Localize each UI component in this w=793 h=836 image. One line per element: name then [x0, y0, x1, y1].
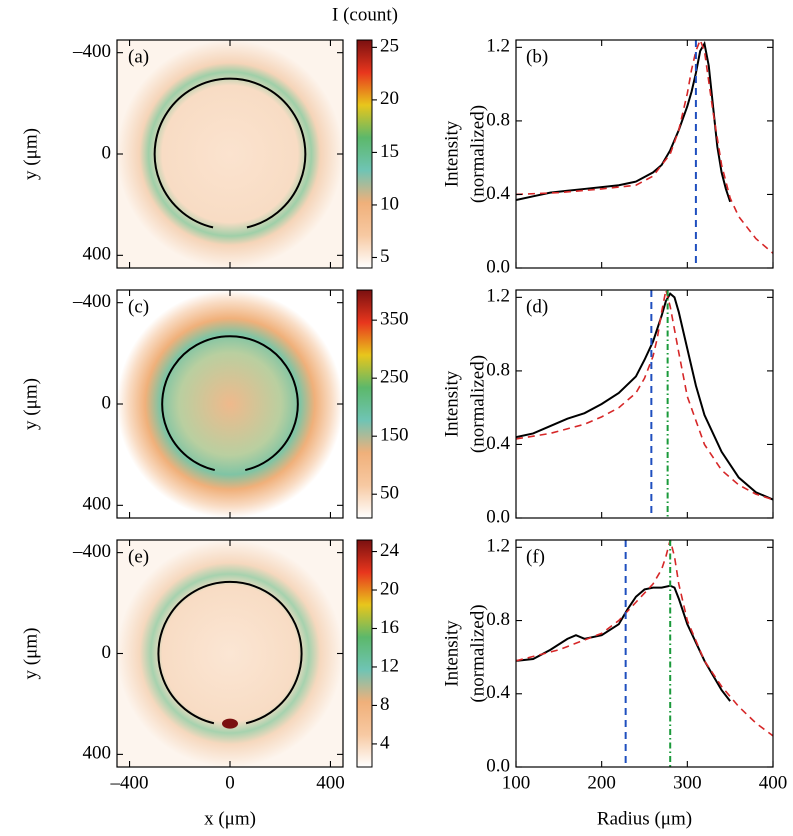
- y-tick-label: 0.4: [486, 183, 510, 204]
- colorbar: [356, 289, 373, 519]
- ring-fit: [157, 580, 303, 725]
- y-tick-label: 0.8: [486, 609, 510, 630]
- heatmap-image: [117, 40, 343, 268]
- colorbar: [356, 539, 373, 768]
- y-tick-label: 0.4: [486, 433, 510, 454]
- x-tick-label: 400: [316, 772, 345, 793]
- data-line: [516, 40, 732, 203]
- colorbar-tick-label: 250: [380, 367, 409, 388]
- colorbar-tick-label: 16: [380, 617, 399, 638]
- colorbar-tick-label: 8: [380, 694, 390, 715]
- plot-frame: [515, 39, 774, 269]
- plot-frame: [515, 289, 774, 519]
- heatmap-image: [117, 540, 343, 767]
- y-tick-label: 1.2: [486, 286, 510, 307]
- panel-label: (a): [128, 46, 149, 67]
- y-tick-label: 0: [102, 642, 112, 663]
- y-axis-label: y (μm): [20, 628, 41, 680]
- colorbar: [356, 39, 373, 269]
- y-tick-label: 1.2: [486, 536, 510, 557]
- y-tick-label: 0.0: [486, 256, 510, 277]
- y-tick-label: 400: [83, 494, 112, 515]
- data-line: [516, 40, 773, 254]
- x-axis-label: x (μm): [204, 808, 256, 829]
- x-tick-label: 300: [673, 772, 702, 793]
- y-tick-label: 0.8: [486, 109, 510, 130]
- y-tick-label: 0.8: [486, 359, 510, 380]
- y-tick-label: –400: [72, 541, 111, 562]
- colorbar-tick-label: 150: [380, 425, 409, 446]
- y-tick-label: 0: [102, 392, 112, 413]
- heatmap-image: [117, 290, 343, 518]
- colorbar-tick-label: 20: [380, 578, 399, 599]
- data-line: [516, 292, 773, 501]
- y-tick-label: 0: [102, 142, 112, 163]
- y-tick-label: 1.2: [486, 36, 510, 57]
- panel-label: (b): [526, 46, 548, 67]
- x-tick-label: 0: [225, 772, 235, 793]
- hot-spot: [222, 718, 238, 729]
- y-axis-label: (normalized): [467, 105, 488, 203]
- y-tick-label: –400: [72, 291, 111, 312]
- x-tick-label: –400: [110, 772, 149, 793]
- x-tick-label: 200: [587, 772, 616, 793]
- data-line: [516, 584, 731, 702]
- colorbar-label: I (count): [332, 4, 398, 25]
- y-axis-label: Intensity: [441, 120, 462, 187]
- colorbar-tick-label: 25: [380, 36, 399, 57]
- y-tick-label: –400: [72, 41, 111, 62]
- panel-label: (f): [526, 546, 545, 567]
- y-tick-label: 400: [83, 743, 112, 764]
- colorbar-tick-label: 4: [380, 732, 390, 753]
- colorbar-tick-label: 15: [380, 141, 399, 162]
- plot-frame: [515, 539, 774, 768]
- colorbar-tick-label: 50: [380, 483, 399, 504]
- colorbar-tick-label: 10: [380, 193, 399, 214]
- y-tick-label: 0.4: [486, 682, 510, 703]
- panel-label: (c): [128, 296, 149, 317]
- y-axis-label: Intensity: [441, 370, 462, 437]
- colorbar-tick-label: 350: [380, 309, 409, 330]
- ring-fit: [153, 77, 307, 229]
- x-axis-label: Radius (μm): [597, 808, 692, 829]
- colorbar-tick-label: 5: [380, 246, 390, 267]
- y-axis-label: y (μm): [20, 128, 41, 180]
- colorbar-tick-label: 12: [380, 655, 399, 676]
- y-axis-label: Intensity: [441, 620, 462, 687]
- y-axis-label: (normalized): [467, 355, 488, 453]
- y-tick-label: 0.0: [486, 506, 510, 527]
- colorbar-tick-label: 20: [380, 88, 399, 109]
- panel-label: (d): [526, 296, 548, 317]
- ring-fit: [161, 335, 299, 472]
- y-tick-label: 400: [83, 244, 112, 265]
- data-line: [516, 290, 773, 501]
- panel-label: (e): [128, 546, 149, 567]
- y-axis-label: y (μm): [20, 378, 41, 430]
- colorbar-tick-label: 24: [380, 540, 400, 561]
- x-tick-label: 400: [759, 772, 788, 793]
- y-tick-label: 0.0: [486, 755, 510, 776]
- data-line: [516, 540, 773, 737]
- y-axis-label: (normalized): [467, 604, 488, 702]
- x-tick-label: 100: [502, 772, 531, 793]
